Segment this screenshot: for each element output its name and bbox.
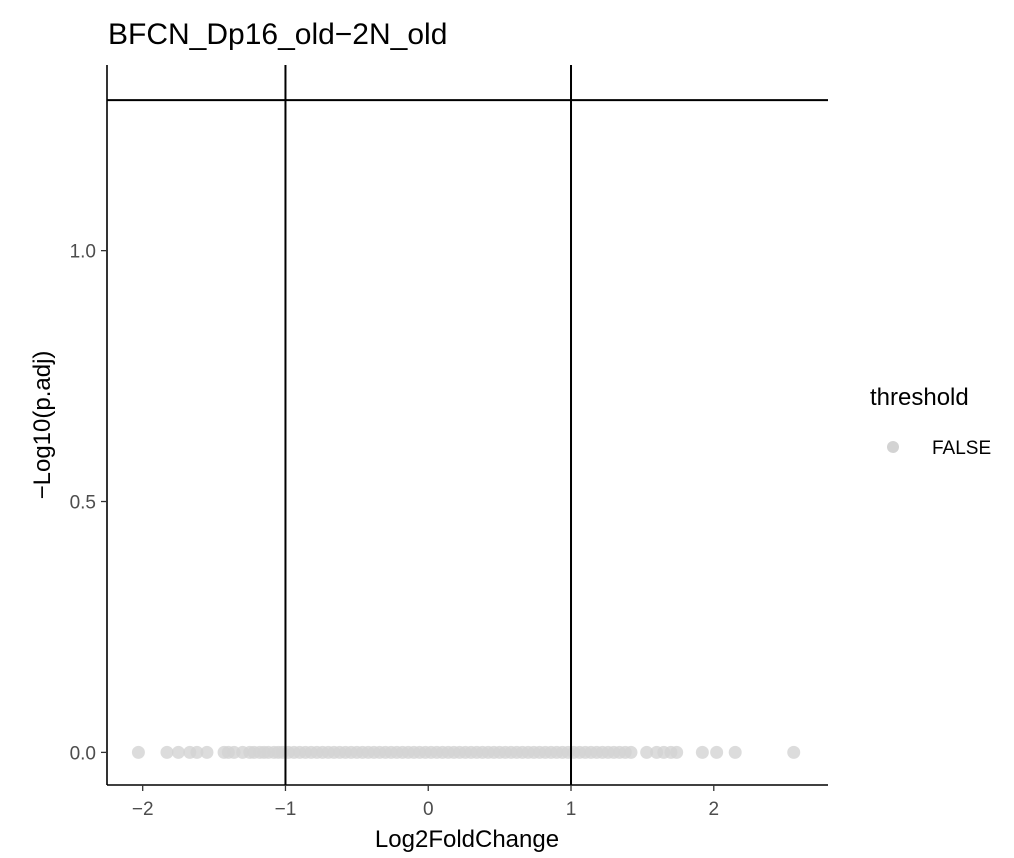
x-tick-label: −2 (132, 799, 154, 820)
legend-title: threshold (870, 384, 969, 411)
x-tick-label: −1 (275, 799, 297, 820)
data-point (190, 745, 204, 759)
data-point (787, 745, 801, 759)
legend-label-false: FALSE (932, 438, 991, 459)
y-axis-ticks: 0.0 0.5 1.0 (70, 242, 107, 764)
data-point (624, 745, 638, 759)
x-tick-label: 0 (423, 799, 434, 820)
legend: threshold FALSE (870, 384, 991, 459)
y-tick-label: 1.0 (70, 242, 96, 263)
data-point (131, 745, 145, 759)
data-point (710, 745, 724, 759)
data-point (200, 745, 214, 759)
chart-title: BFCN_Dp16_old−2N_old (108, 18, 447, 51)
data-point (670, 745, 684, 759)
points-layer (131, 745, 801, 759)
x-tick-label: 2 (708, 799, 719, 820)
data-point (640, 745, 654, 759)
data-point (728, 745, 742, 759)
data-point (160, 745, 174, 759)
x-tick-label: 1 (566, 799, 577, 820)
legend-key-false (887, 441, 899, 453)
y-tick-label: 0.5 (70, 493, 96, 514)
data-point (695, 745, 709, 759)
x-axis-title: Log2FoldChange (375, 826, 559, 853)
y-tick-label: 0.0 (70, 743, 96, 764)
x-axis-ticks: −2 −1 0 1 2 (132, 785, 719, 820)
y-axis-title: −Log10(p.adj) (29, 351, 56, 500)
data-point (171, 745, 185, 759)
reference-lines (107, 65, 828, 785)
